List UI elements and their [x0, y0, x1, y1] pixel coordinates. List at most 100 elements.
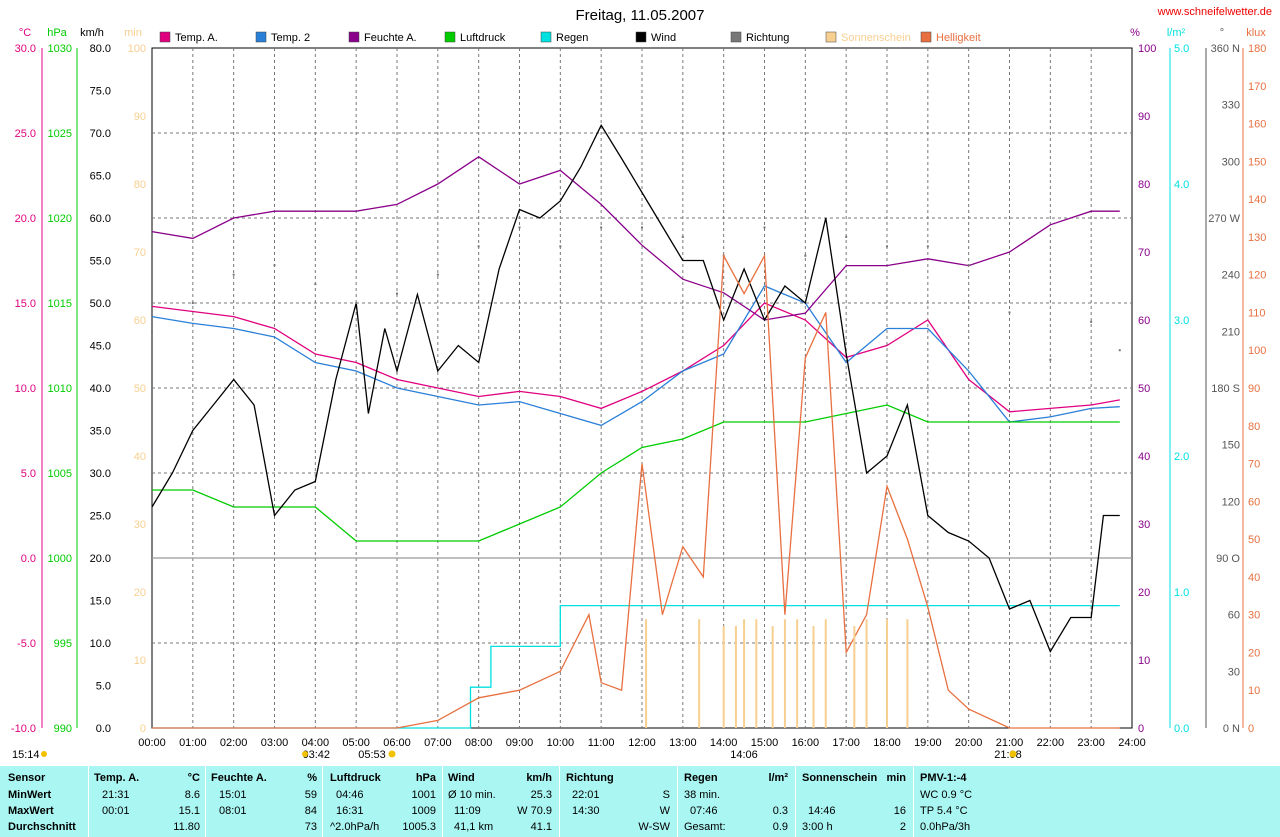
legend-swatch: [444, 31, 456, 43]
series-temp-a-line: [151, 302, 1120, 413]
sunshine-axis-tick: 70: [134, 247, 146, 259]
sunshine-axis-tick: 100: [128, 43, 146, 55]
minwert-label: MinWert: [8, 789, 52, 801]
humidity-axis-tick: 20: [1138, 587, 1150, 599]
x-tick-label: 00:00: [138, 737, 166, 749]
series-richtung-point: [641, 226, 643, 229]
direction-axis-tick: 120: [1222, 496, 1240, 508]
direction-axis-tick: 330: [1222, 100, 1240, 112]
series-richtung-point: [355, 302, 358, 304]
temp-max-time: 00:01: [102, 805, 130, 817]
humidity-axis-tick: 80: [1138, 179, 1150, 191]
sonnenschein-max-time: 14:46: [808, 805, 836, 817]
direction-axis-tick: 300: [1222, 156, 1240, 168]
regen-total-value: 0.9: [772, 821, 788, 833]
wind-axis-tick: 25.0: [90, 511, 111, 523]
temp-min-value: 8.6: [184, 789, 200, 801]
wind-unit-label: km/h: [80, 27, 104, 39]
sunset-icon: [1009, 750, 1017, 758]
legend-label: Sonnenschein: [841, 32, 911, 44]
wind-axis-tick: 60.0: [90, 213, 111, 225]
sonnenschein-avg-value: 2: [899, 821, 906, 833]
series-luftdruck-line: [152, 404, 1120, 542]
legend-label: Regen: [556, 32, 588, 44]
x-tick-label: 02:00: [220, 737, 248, 749]
sunshine-axis-tick: 80: [134, 179, 146, 191]
pressure-axis-tick: 1000: [48, 553, 72, 565]
brightness-axis-tick: 40: [1248, 572, 1260, 584]
series-regen-line: [152, 604, 1120, 729]
feuchte-max-time: 08:01: [219, 805, 247, 817]
wind-axis-tick: 15.0: [90, 596, 111, 608]
x-tick-label: 10:00: [547, 737, 575, 749]
x-tick-label: 16:00: [792, 737, 820, 749]
wind-axis-tick: 65.0: [90, 171, 111, 183]
series-richtung-point: [967, 264, 970, 267]
regen-header: Regen: [684, 772, 718, 784]
luftdruck-max-time: 16:31: [336, 805, 364, 817]
regen-max-value: 0.3: [772, 805, 788, 817]
wind-axis-tick: 40.0: [90, 383, 111, 395]
legend-label: Luftdruck: [460, 32, 506, 44]
direction-axis-tick: 0 N: [1223, 723, 1240, 735]
rain-axis-tick: 5.0: [1174, 43, 1189, 55]
maxwert-label: MaxWert: [8, 805, 54, 817]
series-richtung-point: [804, 254, 807, 257]
legend-swatch: [255, 31, 267, 43]
x-tick-label: 20:00: [955, 737, 983, 749]
sunshine-axis-tick: 30: [134, 519, 146, 531]
series-richtung-point: [191, 302, 194, 304]
regen-max-time: 07:46: [690, 805, 718, 817]
humidity-axis-tick: 60: [1138, 315, 1150, 327]
rain-axis-tick: 2.0: [1174, 451, 1189, 463]
sunrise-time: 05:53: [358, 749, 386, 761]
x-tick-label: 09:00: [506, 737, 534, 749]
pmv-pressure-trend: 0.0hPa/3h: [920, 821, 971, 833]
pressure-axis-tick: 1015: [48, 298, 72, 310]
legend-label: Temp. 2: [271, 32, 310, 44]
x-tick-label: 11:00: [588, 737, 615, 749]
temp-axis-tick: 5.0: [21, 468, 36, 480]
sonnenschein-unit: min: [886, 772, 906, 784]
series-richtung-point: [1049, 358, 1052, 361]
sunshine-axis-tick: 50: [134, 383, 146, 395]
pmv-windchill: WC 0.9 °C: [920, 789, 973, 801]
pressure-axis-tick: 1025: [48, 128, 72, 140]
direction-axis-tick: 180 S: [1211, 383, 1240, 395]
legend-swatch: [540, 31, 552, 43]
stats-wind-column: Wind km/h Ø 10 min. 25.3 11:09 W 70.9 41,1 …: [448, 766, 556, 837]
rain-axis-tick: 4.0: [1174, 179, 1189, 191]
rain-unit-label: l/m²: [1167, 27, 1186, 39]
brightness-axis-tick: 160: [1248, 119, 1266, 131]
series-richtung-point: [1090, 320, 1093, 323]
series-wind-line: [151, 123, 1120, 653]
sunrise-icon: [388, 750, 396, 758]
humidity-axis-tick: 90: [1138, 111, 1150, 123]
richtung-max-time: 14:30: [572, 805, 600, 817]
temp-axis-tick: -5.0: [17, 638, 36, 650]
direction-axis-tick: 30: [1228, 666, 1240, 678]
sunset-time: 21:08: [994, 749, 1022, 761]
x-tick-label: 03:00: [261, 737, 289, 749]
legend-label: Temp. A.: [175, 32, 218, 44]
richtung-max-value: W: [659, 805, 670, 817]
feuchte-unit: %: [307, 772, 317, 784]
brightness-axis-tick: 20: [1248, 647, 1260, 659]
x-tick-label: 04:00: [302, 737, 330, 749]
wind-axis-tick: 20.0: [90, 553, 111, 565]
feuchte-max-value: 84: [304, 805, 317, 817]
x-tick-label: 19:00: [914, 737, 942, 749]
series-richtung-point: [1118, 349, 1121, 352]
x-tick-label: 21:00: [996, 737, 1024, 749]
brightness-axis-tick: 60: [1248, 496, 1260, 508]
regen-total-label: Gesamt:: [684, 821, 726, 833]
wind-avg-value: 41.1: [530, 821, 552, 833]
pressure-axis-tick: 1020: [48, 213, 72, 225]
humidity-axis-tick: 70: [1138, 247, 1150, 259]
series-helligkeit-line: [152, 253, 1120, 729]
x-tick-label: 08:00: [465, 737, 493, 749]
rain-axis-tick: 0.0: [1174, 723, 1189, 735]
series-richtung-point: [151, 330, 153, 333]
wind-max-value: W 70.9: [517, 805, 552, 817]
sunshine-axis-tick: 60: [134, 315, 146, 327]
